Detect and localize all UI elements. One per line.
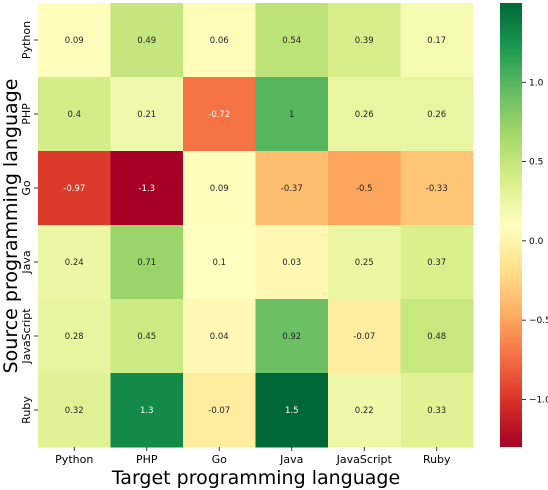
cell-value-label: 0.26: [427, 110, 446, 120]
x-tick-label: Ruby: [423, 453, 451, 466]
cell-value-label: -1.3: [138, 184, 155, 194]
y-tick-labels: Python PHP Go Java JavaScript Ruby: [20, 21, 38, 424]
heatmap-cell: [400, 77, 474, 152]
heatmap-cell: [110, 299, 184, 374]
cell-value-label: -0.72: [208, 110, 230, 120]
colorbar-tick-label: 0.5: [529, 158, 543, 168]
x-tick-label: JavaScript: [336, 453, 393, 466]
cell-value-label: 0.37: [427, 258, 446, 268]
cell-value-label: 0.26: [355, 110, 374, 120]
cell-value-label: 0.92: [282, 332, 301, 342]
y-tick-label: PHP: [20, 103, 33, 125]
heatmap-cell: [400, 3, 474, 78]
x-tick-labels: Python PHP Go Java JavaScript Ruby: [55, 447, 451, 466]
cell-value-label: 0.09: [65, 36, 84, 46]
cell-value-label: 0.33: [427, 406, 446, 416]
cell-value-label: 0.32: [65, 406, 84, 416]
cell-value-label: 0.48: [427, 332, 446, 342]
heatmap-cell: [38, 3, 111, 78]
x-tick-label: Java: [279, 453, 303, 466]
x-axis-title: Target programming language: [111, 467, 400, 489]
heatmap-cell: [110, 373, 184, 448]
heatmap-cell: [400, 225, 474, 300]
heatmap-cell: [183, 3, 256, 78]
y-tick-label: Java: [20, 250, 33, 274]
heatmap-cell: [183, 299, 256, 374]
heatmap-cell: [400, 373, 474, 448]
cell-value-label: 0.4: [67, 110, 81, 120]
cell-value-label: 0.24: [65, 258, 84, 268]
cell-value-label: 0.28: [65, 332, 84, 342]
heatmap-cell: [110, 225, 184, 300]
y-tick-label: JavaScript: [20, 308, 33, 365]
cell-value-label: -0.07: [353, 332, 375, 342]
colorbar: [500, 3, 522, 447]
heatmap-cell: [400, 299, 474, 374]
heatmap-cell: [110, 151, 184, 226]
heatmap-cell: [183, 151, 256, 226]
heatmap-cell: [38, 373, 111, 448]
x-tick-label: Python: [55, 453, 93, 466]
heatmap-cell: [328, 373, 401, 448]
heatmap-cell: [255, 151, 329, 226]
heatmap-cell: [328, 299, 401, 374]
colorbar-tick-label: −1.0: [529, 395, 548, 405]
heatmap-cell: [38, 151, 111, 226]
cell-value-label: 1.3: [140, 406, 154, 416]
heatmap-cell: [328, 3, 401, 78]
heatmap-cell: [38, 225, 111, 300]
colorbar-tick-label: 0.0: [529, 237, 544, 247]
cell-value-label: 0.39: [355, 36, 374, 46]
heatmap-cell: [328, 151, 401, 226]
heatmap-cell: [38, 77, 111, 152]
cell-value-label: 0.25: [355, 258, 374, 268]
cell-value-label: -0.5: [356, 184, 373, 194]
heatmap-cell: [183, 225, 256, 300]
x-tick-label: Go: [212, 453, 228, 466]
heatmap-cell: [110, 77, 184, 152]
cell-value-label: 0.54: [282, 36, 301, 46]
heatmap-cell: [255, 299, 329, 374]
colorbar-tick-label: 1.0: [529, 78, 544, 88]
heatmap-cell: [183, 77, 256, 152]
cell-value-label: 0.09: [210, 184, 229, 194]
heatmap-cell: [255, 373, 329, 448]
y-tick-label: Python: [20, 21, 33, 59]
heatmap-cell: [400, 151, 474, 226]
heatmap-cell: [255, 77, 329, 152]
cell-value-label: 0.17: [427, 36, 446, 46]
cell-value-label: 0.06: [210, 36, 229, 46]
cell-value-label: 1.5: [285, 406, 299, 416]
y-axis-title: Source programming language: [0, 79, 22, 374]
heatmap-cells: 0.09 0.49 0.06 0.54 0.39 0.17 0.4 0.21 -0.72 1 0.2…: [38, 3, 474, 448]
heatmap-cell: [255, 3, 329, 78]
heatmap-cell: [110, 3, 184, 78]
cell-value-label: -0.33: [426, 184, 448, 194]
heatmap-cell: [38, 299, 111, 374]
cell-value-label: 0.04: [210, 332, 229, 342]
cell-value-label: 0.1: [212, 258, 226, 268]
cell-value-label: 0.22: [355, 406, 374, 416]
heatmap-cell: [328, 225, 401, 300]
cell-value-label: 0.21: [137, 110, 156, 120]
cell-value-label: -0.97: [63, 184, 85, 194]
x-tick-label: PHP: [136, 453, 158, 466]
cell-value-label: -0.37: [281, 184, 303, 194]
cell-value-label: 0.03: [282, 258, 301, 268]
cell-value-label: 0.45: [137, 332, 156, 342]
cell-value-label: 0.71: [137, 258, 156, 268]
cell-value-label: -0.07: [208, 406, 230, 416]
heatmap-cell: [183, 373, 256, 448]
y-tick-label: Ruby: [20, 396, 33, 424]
cell-value-label: 1: [289, 110, 294, 120]
colorbar-tick-label: −0.5: [529, 316, 548, 326]
y-tick-label: Go: [20, 180, 33, 196]
heatmap-cell: [255, 225, 329, 300]
heatmap-cell: [328, 77, 401, 152]
cell-value-label: 0.49: [137, 36, 156, 46]
colorbar-ticks: 1.0 0.5 0.0 −0.5 −1.0: [522, 78, 548, 405]
